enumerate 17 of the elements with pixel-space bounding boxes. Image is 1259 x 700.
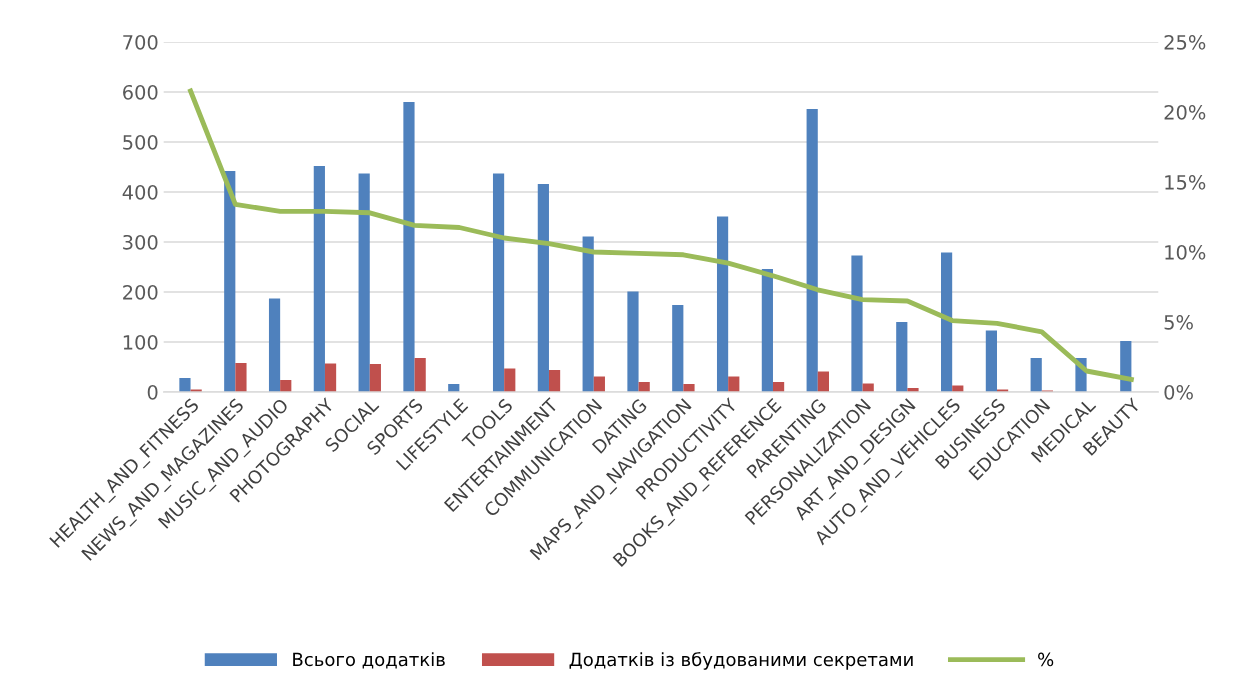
y-tick-label: 600 [123, 84, 158, 100]
y2-tick-label: 5% [1164, 314, 1193, 330]
y-tick-label: 700 [123, 34, 158, 50]
y2-tick-label: 15% [1165, 174, 1206, 190]
legend-label: % [1038, 652, 1054, 667]
y2-tick-label: 25% [1164, 34, 1206, 50]
y2-tick-label: 10% [1165, 244, 1206, 260]
y2-tick-label: 0% [1164, 384, 1193, 400]
legend-label: Додатків із вбудованими секретами [569, 651, 913, 670]
y-tick-label: 200 [123, 284, 158, 300]
y-tick-label: 100 [123, 334, 158, 350]
y-tick-label: 500 [123, 134, 158, 150]
y-tick-label: 300 [123, 234, 158, 250]
y2-tick-label: 20% [1164, 104, 1206, 120]
legend-label: Всього додатків [293, 652, 445, 669]
y-tick-label: 400 [122, 184, 158, 200]
y-tick-label: 0 [147, 384, 158, 400]
